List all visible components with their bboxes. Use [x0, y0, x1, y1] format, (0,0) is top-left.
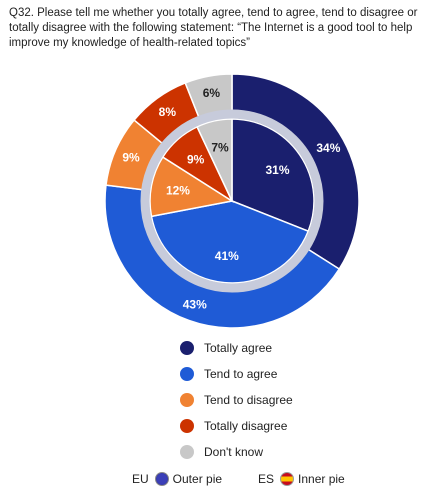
legend-item: Totally disagree: [180, 413, 293, 439]
footer-key: EU Outer pie ES Inner pie: [0, 472, 446, 492]
inner-pie-border-ring: [140, 109, 324, 293]
legend-label: Don't know: [204, 445, 263, 459]
legend-item: Tend to agree: [180, 361, 293, 387]
legend-swatch: [180, 393, 194, 407]
eu-key: EU Outer pie: [132, 472, 222, 486]
legend-swatch: [180, 367, 194, 381]
inner-pie-data-label: 41%: [215, 249, 239, 263]
es-code: ES: [258, 472, 275, 486]
donut-chart: 34% 43% 9% 8% 6% 31% 41% 12% 9% 7%: [104, 73, 360, 329]
outer-pie-data-label: 9%: [122, 150, 140, 164]
inner-pie-data-label: 7%: [211, 140, 229, 154]
inner-pie-slice: [231, 118, 315, 233]
legend-swatch: [180, 419, 194, 433]
inner-pie-slice: [150, 200, 310, 284]
legend-swatch: [180, 341, 194, 355]
eu-text: Outer pie: [172, 472, 223, 486]
outer-pie-data-label: 43%: [183, 297, 207, 311]
legend-item: Tend to disagree: [180, 387, 293, 413]
legend-swatch: [180, 445, 194, 459]
legend-item: Don't know: [180, 439, 293, 465]
inner-pie-data-label: 31%: [265, 163, 289, 177]
outer-pie-data-label: 6%: [203, 86, 221, 100]
legend-item: Totally agree: [180, 335, 293, 361]
eu-code: EU: [132, 472, 149, 486]
inner-pie-data-label: 9%: [187, 153, 205, 167]
legend-label: Tend to disagree: [204, 393, 293, 407]
legend-label: Tend to agree: [204, 367, 278, 381]
inner-pie-slice: [196, 118, 233, 202]
eu-flag-icon: [154, 472, 169, 486]
es-flag-icon: [280, 472, 295, 486]
inner-pie-slice: [149, 156, 235, 218]
es-key: ES Inner pie: [258, 472, 345, 486]
legend-label: Totally agree: [204, 341, 273, 355]
legend: Totally agree Tend to agree Tend to disagr…: [180, 335, 293, 465]
outer-pie-data-label: 8%: [159, 105, 177, 119]
inner-pie-data-label: 12%: [166, 184, 190, 198]
question-text: Q32. Please tell me whether you totally …: [9, 7, 418, 49]
outer-pie-data-label: 34%: [316, 141, 340, 155]
es-text: Inner pie: [298, 472, 345, 486]
legend-label: Totally disagree: [204, 419, 288, 433]
